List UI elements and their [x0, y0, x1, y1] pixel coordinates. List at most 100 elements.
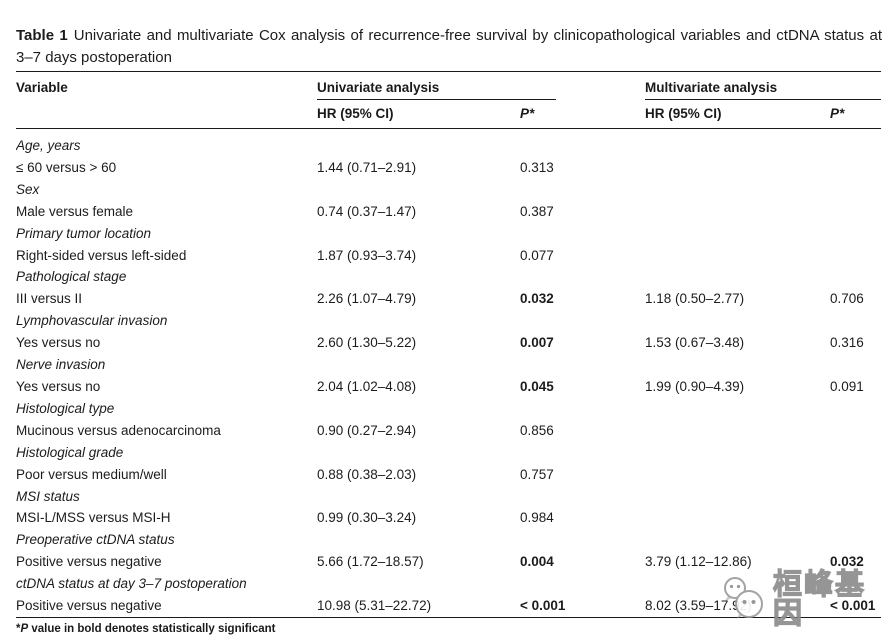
category-row: Preoperative ctDNA status	[16, 529, 881, 551]
data-row: Positive versus negative 5.66 (1.72–18.57…	[16, 551, 881, 573]
col-header-multi-p: P*	[830, 100, 882, 129]
cell-multi-p: < 0.001	[830, 595, 882, 618]
col-group-univariate: Univariate analysis	[317, 71, 646, 100]
cell-multi-p: 0.316	[830, 335, 864, 351]
cell-variable: Yes versus no	[16, 335, 101, 351]
cell-variable: Yes versus no	[16, 378, 101, 394]
data-row: Positive versus negative 10.98 (5.31–22.7…	[16, 595, 882, 618]
table-caption-label: Table 1	[16, 27, 68, 44]
cell-uni-p: 0.077	[520, 247, 554, 263]
category-row: Age, years	[16, 129, 881, 157]
category-row: ctDNA status at day 3–7 postoperation	[16, 573, 881, 595]
table-caption: Table 1 Univariate and multivariate Cox a…	[16, 25, 882, 69]
category-row: Lymphovascular invasion	[16, 310, 881, 332]
cell-multi-hr: 1.53 (0.67–3.48)	[645, 335, 745, 351]
col-group-multivariate-label: Multivariate analysis	[645, 80, 778, 95]
cell-uni-hr: 1.44 (0.71–2.91)	[317, 159, 417, 175]
cell-multi-hr: 1.18 (0.50–2.77)	[645, 291, 745, 307]
cell-multi-hr	[645, 464, 830, 486]
category-row-label: Histological type	[16, 400, 115, 416]
data-row: III versus II 2.26 (1.07–4.79) 0.032 1.18 (…	[16, 288, 881, 310]
cell-variable: ≤ 60 versus > 60	[16, 159, 117, 175]
col-header-variable: Variable	[16, 71, 317, 129]
category-row: Sex	[16, 179, 881, 201]
data-row: Male versus female 0.74 (0.37–1.47) 0.387	[16, 201, 881, 223]
cell-variable: Right-sided versus left-sided	[16, 247, 187, 263]
cox-analysis-table: Variable Univariate analysis Multivariat…	[16, 71, 882, 618]
cell-variable: Positive versus negative	[16, 554, 162, 570]
cell-uni-p: 0.004	[520, 554, 554, 570]
header-sub-row: HR (95% CI) P* HR (95% CI) P*	[16, 100, 882, 129]
cell-variable: Poor versus medium/well	[16, 466, 167, 482]
cell-variable: III versus II	[16, 291, 83, 307]
cell-multi-hr: 3.79 (1.12–12.86)	[645, 554, 752, 570]
cell-multi-p	[830, 420, 881, 442]
cell-uni-hr: 0.74 (0.37–1.47)	[317, 203, 417, 219]
category-row-label: Nerve invasion	[16, 357, 106, 373]
cell-uni-p: 0.032	[520, 291, 554, 307]
cell-multi-hr: 1.99 (0.90–4.39)	[645, 378, 745, 394]
cell-multi-hr	[645, 245, 830, 267]
category-row-label: ctDNA status at day 3–7 postoperation	[16, 576, 247, 592]
cell-uni-hr: 1.87 (0.93–3.74)	[317, 247, 417, 263]
data-row: Right-sided versus left-sided 1.87 (0.93–…	[16, 245, 881, 267]
data-row: ≤ 60 versus > 60 1.44 (0.71–2.91) 0.313	[16, 157, 881, 179]
cell-multi-p: 0.706	[830, 291, 864, 307]
cell-uni-hr: 2.04 (1.02–4.08)	[317, 378, 417, 394]
cell-uni-hr: 0.99 (0.30–3.24)	[317, 510, 417, 526]
category-row: Histological grade	[16, 442, 881, 464]
category-row-label: Histological grade	[16, 444, 124, 460]
data-row: Mucinous versus adenocarcinoma 0.90 (0.27…	[16, 420, 881, 442]
col-header-multi-hr: HR (95% CI)	[645, 100, 831, 129]
header-group-row: Variable Univariate analysis Multivariat…	[16, 71, 882, 129]
category-row-label: MSI status	[16, 488, 80, 504]
col-group-multivariate: Multivariate analysis	[645, 71, 882, 100]
cell-multi-hr	[645, 157, 830, 179]
cell-multi-hr	[645, 201, 830, 223]
footnote-text: value in bold denotes statistically sign…	[28, 622, 276, 635]
col-header-uni-p: P*	[520, 100, 646, 129]
cell-variable: Mucinous versus adenocarcinoma	[16, 422, 221, 438]
cell-uni-p: 0.984	[520, 510, 554, 526]
cell-uni-p: 0.045	[520, 378, 554, 394]
cell-variable: Positive versus negative	[16, 595, 317, 618]
category-row: Primary tumor location	[16, 223, 881, 245]
category-row-label: Age, years	[16, 138, 81, 153]
category-row-label: Lymphovascular invasion	[16, 313, 168, 329]
cell-uni-hr: 2.60 (1.30–5.22)	[317, 335, 417, 351]
cell-multi-hr	[645, 507, 830, 529]
cell-multi-p	[830, 245, 881, 267]
data-row: Poor versus medium/well 0.88 (0.38–2.03) 0…	[16, 464, 881, 486]
category-row: Pathological stage	[16, 266, 881, 288]
category-row-label: Primary tumor location	[16, 225, 152, 241]
category-row-label: Pathological stage	[16, 269, 127, 285]
cell-uni-p: 0.387	[520, 203, 554, 219]
col-header-uni-hr: HR (95% CI)	[317, 100, 520, 129]
cell-multi-p	[830, 464, 881, 486]
cell-uni-p: 0.313	[520, 159, 554, 175]
cell-uni-p: 0.007	[520, 335, 554, 351]
footnote-marker: *	[16, 622, 21, 635]
cell-uni-hr: 2.26 (1.07–4.79)	[317, 291, 417, 307]
cell-multi-hr	[645, 420, 830, 442]
category-row: MSI status	[16, 486, 881, 508]
cell-multi-p	[830, 201, 881, 223]
table-caption-text: Univariate and multivariate Cox analysis…	[16, 27, 882, 66]
category-row: Nerve invasion	[16, 354, 881, 376]
cell-uni-p: 0.856	[520, 422, 554, 438]
cell-uni-hr: 0.88 (0.38–2.03)	[317, 466, 417, 482]
cell-multi-hr: 8.02 (3.59–17.92)	[645, 595, 831, 618]
cell-uni-hr: 10.98 (5.31–22.72)	[317, 595, 520, 618]
multivariate-group-rule	[645, 98, 882, 100]
category-row-label: Preoperative ctDNA status	[16, 532, 175, 548]
table-body: Age, years ≤ 60 versus > 60 1.44 (0.71–2.9…	[16, 129, 882, 618]
category-row-label: Sex	[16, 181, 40, 197]
cell-variable: Male versus female	[16, 203, 134, 219]
cell-variable: MSI-L/MSS versus MSI-H	[16, 510, 171, 526]
cell-uni-p: < 0.001	[520, 595, 646, 618]
data-row: Yes versus no 2.60 (1.30–5.22) 0.007 1.53 (…	[16, 332, 881, 354]
cell-multi-p: 0.032	[830, 554, 864, 570]
cell-multi-p	[830, 157, 881, 179]
data-row: MSI-L/MSS versus MSI-H 0.99 (0.30–3.24) 0.…	[16, 507, 881, 529]
